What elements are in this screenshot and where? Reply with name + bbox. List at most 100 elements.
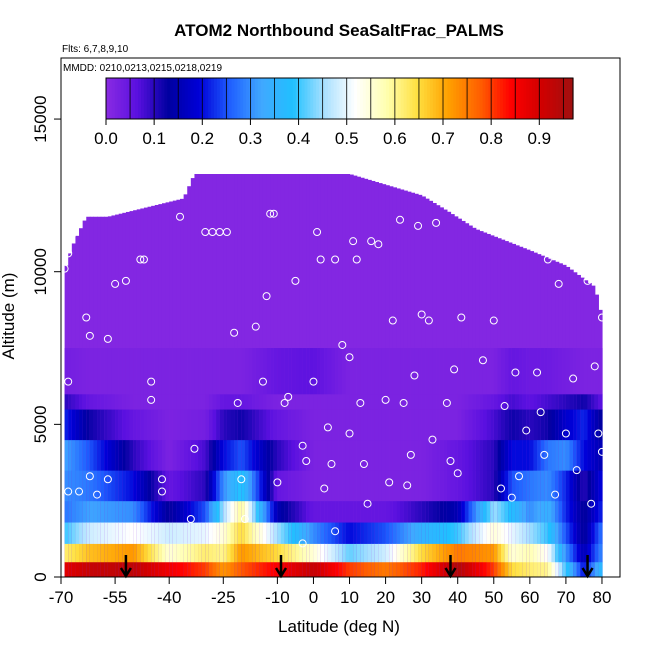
field-cell	[140, 561, 145, 578]
field-cell	[327, 561, 333, 578]
sample-point	[359, 460, 368, 469]
field-cell	[122, 409, 127, 441]
field-cell	[201, 348, 206, 395]
field-cell	[490, 393, 495, 410]
field-cell	[79, 522, 84, 544]
field-cell	[64, 470, 69, 502]
field-cell	[475, 439, 480, 471]
field-cell	[161, 409, 167, 441]
field-cell	[230, 393, 235, 410]
field-cell	[446, 522, 452, 544]
field-cell	[147, 470, 152, 502]
field-cell	[407, 561, 412, 578]
field-cell	[158, 393, 163, 410]
field-cell	[486, 393, 491, 410]
field-cell	[165, 522, 170, 544]
field-cell	[371, 348, 376, 395]
field-cell	[493, 348, 498, 395]
field-cell	[252, 561, 257, 578]
field-cell	[508, 470, 513, 502]
field-cell	[591, 500, 596, 523]
field-cell	[291, 500, 297, 523]
sample-point	[190, 444, 199, 453]
field-cell	[89, 409, 95, 441]
field-cell	[295, 561, 300, 578]
colorbar-swatch	[231, 78, 236, 119]
field-cell	[270, 348, 275, 395]
field-cell	[284, 470, 289, 502]
sample-point	[103, 475, 112, 484]
field-cell	[345, 409, 351, 441]
field-cell	[400, 409, 405, 441]
field-cell	[125, 439, 131, 471]
field-cell	[515, 522, 520, 544]
field-cell	[407, 522, 412, 544]
colorbar-swatch	[354, 78, 358, 119]
field-cell	[125, 393, 131, 410]
field-cell	[378, 470, 383, 502]
field-cell	[428, 500, 434, 523]
sample-point	[403, 481, 412, 490]
field-cell	[349, 522, 354, 544]
field-cell	[75, 500, 80, 523]
field-cell	[504, 470, 509, 502]
colorbar-swatch	[240, 78, 244, 119]
field-cell	[107, 439, 113, 471]
field-cell	[335, 522, 340, 544]
field-cell	[526, 470, 531, 502]
field-cell	[140, 522, 145, 544]
colorbar-swatch	[537, 78, 542, 119]
field-cell	[205, 500, 210, 523]
field-cell	[86, 348, 91, 395]
field-cell	[367, 561, 372, 578]
field-cell	[212, 561, 217, 578]
field-cell	[97, 439, 102, 471]
field-cell	[565, 409, 571, 441]
field-cell	[270, 439, 275, 471]
colorbar-swatch	[138, 78, 142, 119]
field-cell	[176, 348, 181, 395]
field-cell	[212, 470, 217, 502]
field-cell	[443, 500, 448, 523]
field-cell	[136, 522, 141, 544]
field-cell	[439, 439, 444, 471]
field-cell	[461, 543, 466, 563]
field-cell	[591, 393, 596, 410]
field-cell	[414, 522, 419, 544]
colorbar-swatch	[257, 78, 262, 119]
field-cell	[93, 409, 98, 441]
field-cell	[118, 348, 123, 395]
field-cell	[205, 470, 210, 502]
colorbar-swatch	[380, 78, 384, 119]
field-cell	[508, 522, 513, 544]
field-cell	[493, 409, 498, 441]
field-cell	[522, 470, 527, 502]
field-cell	[331, 348, 336, 395]
field-cell	[533, 348, 538, 395]
field-cell	[544, 522, 549, 544]
field-cell	[342, 522, 347, 544]
field-cell	[71, 500, 77, 523]
field-cell	[400, 561, 405, 578]
colorbar: 0.0 0.1 0.2 0.3 0.4 0.5 0.6 0.7 0.8 0.9	[94, 77, 574, 148]
sample-point	[515, 472, 524, 481]
field-cell	[580, 543, 585, 563]
field-cell	[529, 543, 535, 563]
field-cell	[385, 500, 390, 523]
x-tick-label: 70	[556, 588, 575, 607]
field-cell	[371, 439, 376, 471]
field-cell	[97, 470, 102, 502]
colorbar-swatch	[237, 78, 241, 119]
colorbar-swatch	[432, 78, 437, 119]
field-cell	[544, 439, 549, 471]
field-cell	[161, 561, 167, 578]
colorbar-swatch	[403, 78, 408, 119]
field-cell	[111, 500, 116, 523]
colorbar-swatch	[500, 78, 504, 119]
field-cell	[183, 470, 188, 502]
field-cell	[537, 500, 542, 523]
colorbar-swatch	[278, 78, 282, 119]
colorbar-swatch	[371, 78, 376, 119]
field-cell	[363, 522, 369, 544]
field-cell	[133, 348, 138, 395]
